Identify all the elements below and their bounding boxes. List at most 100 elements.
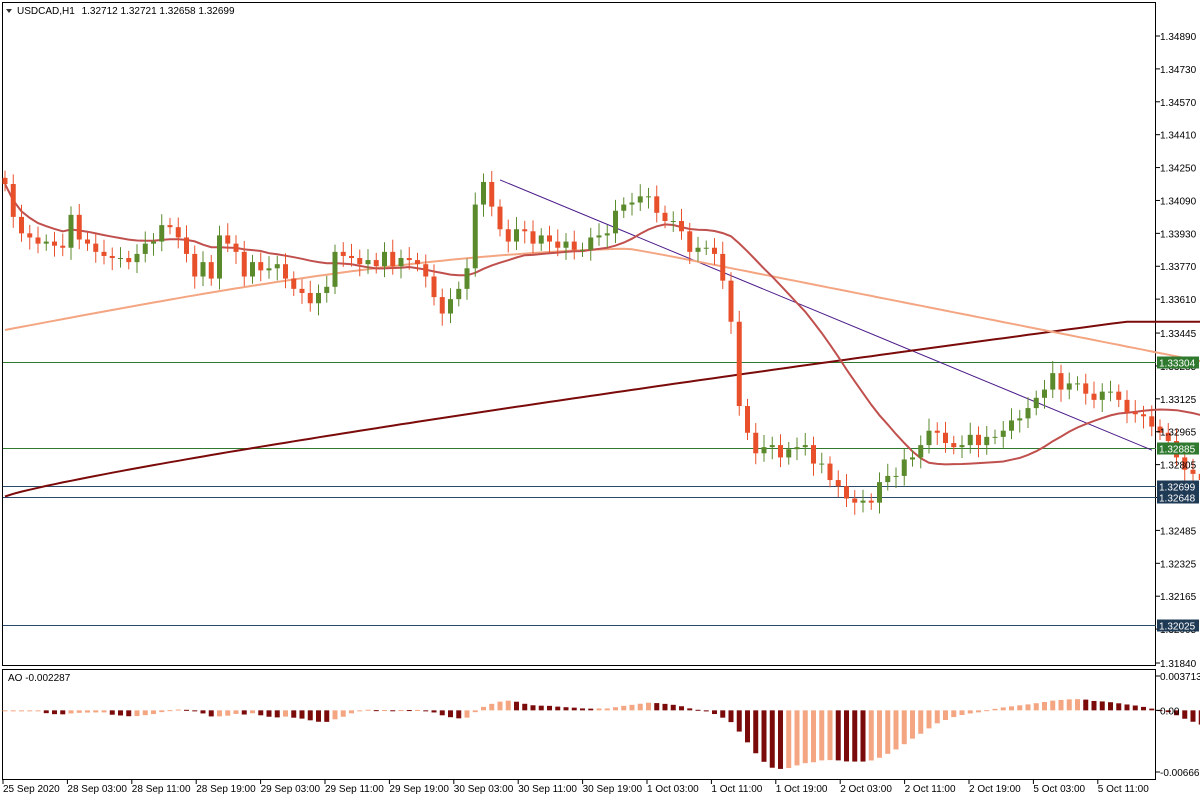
candle-body (1050, 373, 1056, 390)
price-tick-label: 1.32805 (1160, 461, 1197, 472)
ao-bar (225, 710, 231, 716)
trendline[interactable] (499, 179, 1153, 451)
candle-body (819, 463, 825, 465)
ao-bar (241, 710, 247, 715)
level-label: 1.32025 (1159, 622, 1196, 633)
ao-bar (571, 707, 577, 711)
time-tick-label: 28 Sep 19:00 (196, 784, 256, 795)
horizontal-levels[interactable] (3, 362, 1156, 626)
ao-bar (274, 710, 280, 718)
candle-body (250, 262, 255, 277)
candle-body (934, 430, 940, 433)
candle-body (802, 445, 808, 448)
ao-bar (926, 710, 932, 729)
candle-body (984, 436, 990, 446)
ao-bar (1033, 703, 1039, 711)
price-tick-label: 1.34890 (1160, 32, 1197, 43)
time-tick-label: 30 Sep 11:00 (518, 784, 577, 795)
candle-body (448, 299, 453, 314)
price-tick-label: 1.33445 (1160, 329, 1197, 340)
ao-bar (1190, 710, 1196, 722)
ao-bar (835, 710, 841, 761)
candle-body (976, 434, 981, 446)
candle-body (827, 463, 833, 481)
level-label-box (1157, 480, 1199, 493)
ao-bar (126, 710, 132, 717)
ao-bar (604, 708, 610, 711)
candle-body (1124, 399, 1130, 413)
ao-bar (934, 710, 940, 724)
time-tick-label: 25 Sep 2020 (3, 784, 60, 795)
ao-bar (794, 710, 800, 766)
ao-bar (522, 703, 528, 711)
ao-bar (596, 708, 602, 711)
ao-bar (852, 710, 858, 762)
ao-bar (382, 710, 387, 712)
ao-bar (613, 707, 618, 711)
price-axis[interactable]: 1.34890 1.34730 1.34570 1.34410 1.34250 1.340… (1156, 32, 1197, 670)
ao-bar (35, 710, 41, 712)
ao-bar (662, 703, 668, 711)
ao-bar (406, 710, 412, 712)
candle-body (654, 196, 660, 213)
candle-body (382, 251, 387, 267)
collapse-arrow-icon[interactable] (6, 9, 12, 13)
candle-body (918, 445, 924, 458)
candle-body (1165, 432, 1171, 441)
candle-body (68, 214, 74, 248)
ao-bar (811, 710, 816, 763)
ao-bar (448, 710, 453, 718)
ao-bar (1000, 707, 1006, 711)
ao-bar (134, 710, 140, 717)
ao-bar (1149, 708, 1155, 711)
ao-bar (349, 710, 354, 714)
ao-bar (1058, 699, 1064, 711)
ao-bar (52, 710, 57, 715)
candle-body (778, 445, 783, 458)
ao-bar (390, 710, 396, 712)
candle-body (868, 500, 874, 503)
ao-bar (43, 710, 49, 714)
ao-bar (200, 710, 206, 714)
candle-body (753, 432, 759, 454)
candle-body (687, 231, 693, 252)
candle-body (1108, 391, 1113, 393)
ao-bar (60, 710, 66, 715)
time-tick-label: 2 Oct 03:00 (840, 784, 892, 795)
candle-body (151, 241, 156, 244)
ao-bar (621, 705, 627, 711)
ao-bar (19, 710, 24, 712)
ao-bar (415, 709, 420, 711)
time-axis[interactable]: 25 Sep 2020 28 Sep 03:00 28 Sep 11:00 28 Se… (2, 780, 1149, 795)
ao-tick-label: -0.006665 (1160, 768, 1200, 779)
ao-bar (885, 710, 891, 754)
ao-bar (151, 710, 156, 715)
candle-body (571, 241, 577, 250)
candle-body (1033, 397, 1039, 409)
level-label-box (1157, 619, 1199, 632)
candle-body (769, 445, 775, 448)
ao-bar (233, 710, 239, 714)
ao-bar (976, 710, 981, 713)
candle-body (415, 260, 420, 265)
candle-body (547, 235, 552, 242)
price-tick-label: 1.34730 (1160, 65, 1197, 76)
candle-body (1058, 373, 1064, 390)
ao-bar (670, 704, 676, 711)
ao-bar (736, 710, 742, 732)
candle-body (464, 268, 470, 289)
ao-bar (258, 710, 264, 716)
candle-body (992, 436, 998, 438)
trendline-line[interactable] (499, 179, 1153, 451)
ao-bar (373, 710, 379, 712)
candle-body (1091, 393, 1097, 400)
ao-bar (629, 704, 635, 711)
candle-body (1025, 408, 1031, 419)
candle-body (316, 292, 321, 304)
ao-bar (943, 710, 948, 721)
candle-body (679, 221, 684, 232)
price-tick-label: 1.34570 (1160, 98, 1197, 109)
time-tick-label: 5 Oct 11:00 (1098, 784, 1149, 795)
candle-body (1149, 416, 1155, 427)
